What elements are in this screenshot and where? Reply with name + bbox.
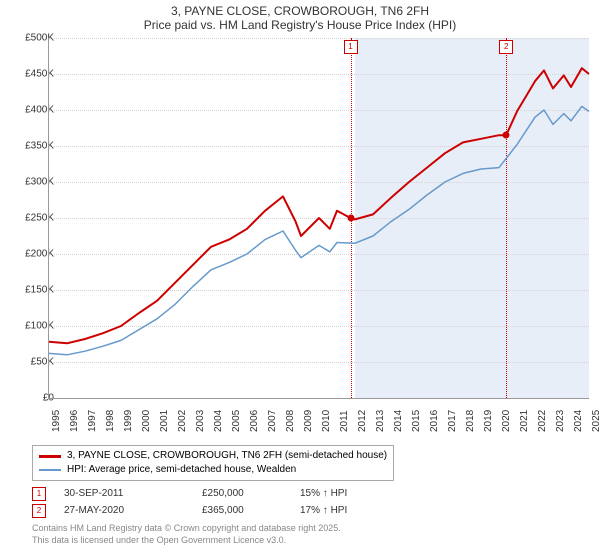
legend-swatch-2 — [39, 469, 61, 471]
transaction-date-1: 30-SEP-2011 — [64, 487, 184, 501]
plot-area: 12 — [48, 38, 589, 399]
x-tick-label: 2007 — [267, 410, 278, 432]
x-tick-label: 2016 — [429, 410, 440, 432]
x-tick-label: 2019 — [483, 410, 494, 432]
x-tick-label: 2015 — [411, 410, 422, 432]
x-tick-label: 1996 — [69, 410, 80, 432]
x-tick-label: 2014 — [393, 410, 404, 432]
legend-label-1: 3, PAYNE CLOSE, CROWBOROUGH, TN6 2FH (se… — [67, 449, 387, 463]
x-tick-label: 2017 — [447, 410, 458, 432]
legend-box: 3, PAYNE CLOSE, CROWBOROUGH, TN6 2FH (se… — [32, 445, 394, 481]
legend-area: 3, PAYNE CLOSE, CROWBOROUGH, TN6 2FH (se… — [32, 445, 568, 546]
footnote-line-2: This data is licensed under the Open Gov… — [32, 534, 568, 546]
transaction-delta-2: 17% ↑ HPI — [300, 504, 347, 518]
x-tick-label: 2010 — [321, 410, 332, 432]
x-tick-label: 1999 — [123, 410, 134, 432]
x-tick-label: 2003 — [195, 410, 206, 432]
transaction-delta-1: 15% ↑ HPI — [300, 487, 347, 501]
chart-area: £0£50K£100K£150K£200K£250K£300K£350K£400… — [0, 38, 600, 438]
chart-marker-box: 2 — [499, 40, 513, 54]
x-tick-label: 2013 — [375, 410, 386, 432]
legend-row-series-1: 3, PAYNE CLOSE, CROWBOROUGH, TN6 2FH (se… — [39, 449, 387, 463]
x-tick-label: 2008 — [285, 410, 296, 432]
x-tick-label: 1998 — [105, 410, 116, 432]
x-tick-label: 2024 — [573, 410, 584, 432]
footnote-line-1: Contains HM Land Registry data © Crown c… — [32, 522, 568, 534]
transaction-table: 1 30-SEP-2011 £250,000 15% ↑ HPI 2 27-MA… — [32, 487, 568, 518]
x-tick-label: 2012 — [357, 410, 368, 432]
x-tick-label: 2023 — [555, 410, 566, 432]
x-tick-label: 2005 — [231, 410, 242, 432]
line-series — [49, 38, 589, 398]
transaction-price-2: £365,000 — [202, 504, 282, 518]
transaction-date-2: 27-MAY-2020 — [64, 504, 184, 518]
series-hpi — [49, 106, 589, 354]
chart-container: 3, PAYNE CLOSE, CROWBOROUGH, TN6 2FH Pri… — [0, 0, 600, 560]
x-tick-label: 2002 — [177, 410, 188, 432]
title-subtitle: Price paid vs. HM Land Registry's House … — [0, 18, 600, 32]
title-block: 3, PAYNE CLOSE, CROWBOROUGH, TN6 2FH Pri… — [0, 0, 600, 32]
legend-swatch-1 — [39, 455, 61, 458]
x-tick-label: 2020 — [501, 410, 512, 432]
x-tick-label: 2025 — [591, 410, 600, 432]
series-price_paid — [49, 68, 589, 343]
transaction-row-1: 1 30-SEP-2011 £250,000 15% ↑ HPI — [32, 487, 568, 501]
x-tick-label: 2009 — [303, 410, 314, 432]
x-tick-label: 2006 — [249, 410, 260, 432]
transaction-marker-2: 2 — [32, 504, 46, 518]
x-tick-label: 2021 — [519, 410, 530, 432]
title-address: 3, PAYNE CLOSE, CROWBOROUGH, TN6 2FH — [0, 4, 600, 18]
legend-row-series-2: HPI: Average price, semi-detached house,… — [39, 463, 387, 477]
x-tick-label: 2011 — [339, 410, 350, 432]
transaction-row-2: 2 27-MAY-2020 £365,000 17% ↑ HPI — [32, 504, 568, 518]
chart-marker-dot — [347, 215, 354, 222]
transaction-marker-1: 1 — [32, 487, 46, 501]
chart-marker-dot — [503, 132, 510, 139]
legend-label-2: HPI: Average price, semi-detached house,… — [67, 463, 296, 477]
footnote: Contains HM Land Registry data © Crown c… — [32, 522, 568, 546]
x-tick-label: 1997 — [87, 410, 98, 432]
x-tick-label: 2018 — [465, 410, 476, 432]
transaction-price-1: £250,000 — [202, 487, 282, 501]
x-tick-label: 2001 — [159, 410, 170, 432]
x-tick-label: 2000 — [141, 410, 152, 432]
chart-marker-box: 1 — [344, 40, 358, 54]
x-tick-label: 2004 — [213, 410, 224, 432]
x-tick-label: 2022 — [537, 410, 548, 432]
x-tick-label: 1995 — [51, 410, 62, 432]
